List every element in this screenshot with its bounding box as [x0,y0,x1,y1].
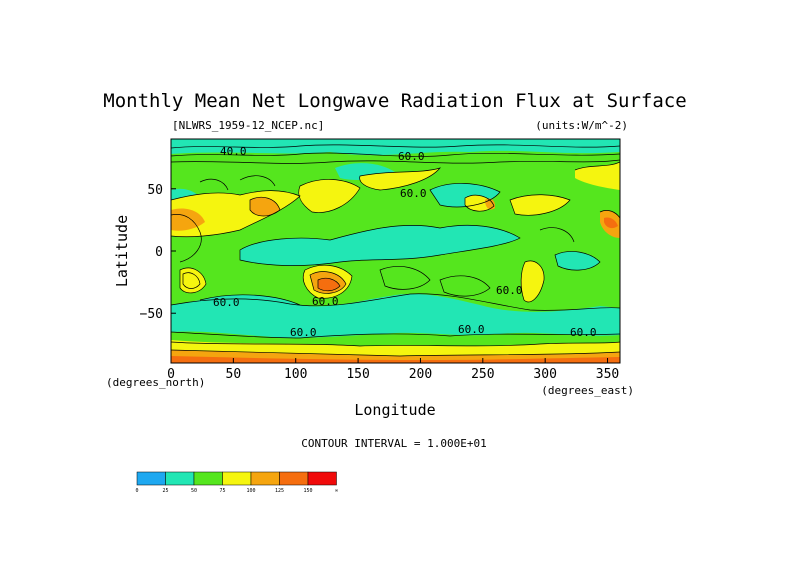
x-tick-label: 100 [284,367,307,382]
x-axis-title: Longitude [354,401,435,419]
units-label: (units:W/m^-2) [535,119,628,132]
map-field [171,139,620,363]
x-axis: 0 50 100 150 200 250 300 350 [167,358,619,382]
x-tick-label: 350 [596,367,619,382]
colorbar-tick-label: 50 [191,488,197,494]
colorbar-tick-label: 100 [246,488,255,494]
y-axis-title: Latitude [113,215,131,287]
contour-label: 60.0 [400,187,427,200]
x-tick-label: 300 [533,367,556,382]
y-tick-label: 0 [155,245,163,260]
colorbar-swatch [165,471,195,486]
colorbar-tick-label: 25 [162,488,168,494]
y-tick-label: 50 [147,183,163,198]
colorbar-tick-label: ∞ [335,488,338,494]
colorbar-tick-label: 75 [219,488,225,494]
file-label: [NLWRS_1959-12_NCEP.nc] [172,119,324,132]
contour-label: 60.0 [290,326,317,339]
y-tick-label: −50 [140,307,163,322]
x-tick-label: 150 [346,367,369,382]
contour-lines [171,144,620,357]
contour-label: 60.0 [570,326,597,339]
colorbar-swatch [250,471,280,486]
x-tick-label: 50 [226,367,242,382]
x-units-label: (degrees_east) [541,384,634,397]
chart-title: Monthly Mean Net Longwave Radiation Flux… [103,90,686,112]
y-units-label: (degrees_north) [106,376,205,389]
colorbar-tick-label: 125 [275,488,284,494]
colorbar-swatch [193,471,223,486]
colorbar-swatch [136,471,166,486]
contour-label: 60.0 [496,284,523,297]
colorbar-swatch [307,471,337,486]
x-tick-label: 0 [167,367,175,382]
colorbar: 0 25 50 75 100 125 150 ∞ [135,471,338,494]
colorbar-swatch [279,471,309,486]
x-tick-label: 250 [471,367,494,382]
x-tick-label: 200 [409,367,432,382]
contour-label: 60.0 [458,323,485,336]
contour-label: 60.0 [213,296,240,309]
colorbar-tick-label: 150 [303,488,312,494]
colorbar-swatch [222,471,252,486]
contour-label: 60.0 [312,295,339,308]
y-axis: 50 0 −50 [140,183,176,322]
contour-labels: 40.0 60.0 60.0 60.0 60.0 60.0 60.0 60.0 … [213,145,597,339]
peak-flux-regions [171,217,620,363]
contour-label: 60.0 [398,150,425,163]
contour-interval: CONTOUR INTERVAL = 1.000E+01 [301,437,486,450]
colorbar-tick-label: 0 [135,488,138,494]
contour-label: 40.0 [220,145,247,158]
